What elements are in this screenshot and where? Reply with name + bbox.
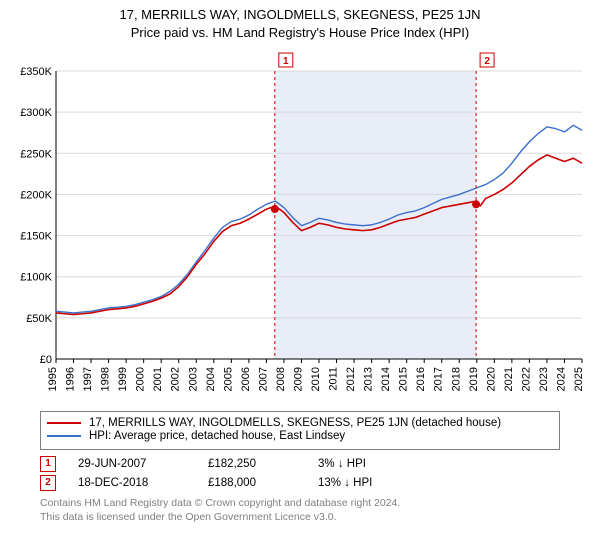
chart-title-sub: Price paid vs. HM Land Registry's House … [0, 24, 600, 42]
svg-text:2007: 2007 [257, 367, 269, 391]
svg-text:2: 2 [484, 56, 490, 67]
sale-marker-2: 2 [40, 475, 56, 491]
svg-text:2024: 2024 [555, 367, 567, 391]
table-row: 2 18-DEC-2018 £188,000 13% ↓ HPI [40, 475, 560, 491]
svg-text:1997: 1997 [82, 367, 94, 391]
legend-swatch-blue [47, 435, 81, 437]
svg-text:2001: 2001 [152, 367, 164, 391]
svg-text:2006: 2006 [240, 367, 252, 391]
svg-text:2022: 2022 [520, 367, 532, 391]
legend: 17, MERRILLS WAY, INGOLDMELLS, SKEGNESS,… [40, 411, 560, 450]
svg-text:£350K: £350K [20, 66, 52, 78]
svg-text:1999: 1999 [117, 367, 129, 391]
svg-text:2021: 2021 [503, 367, 515, 391]
svg-text:1998: 1998 [100, 367, 112, 391]
svg-text:£150K: £150K [20, 231, 52, 243]
chart-container: £0 £50K £100K £150K £200K £250K £300K £350K 1995… [10, 47, 590, 407]
svg-text:2008: 2008 [275, 367, 287, 391]
sales-table: 1 29-JUN-2007 £182,250 3% ↓ HPI 2 18-DEC… [40, 456, 560, 491]
footer: Contains HM Land Registry data © Crown c… [40, 497, 560, 524]
svg-text:£50K: £50K [26, 313, 52, 325]
svg-text:£250K: £250K [20, 148, 52, 160]
legend-row-blue: HPI: Average price, detached house, East… [47, 430, 553, 442]
sale-delta: 13% ↓ HPI [318, 477, 438, 489]
svg-text:2000: 2000 [135, 367, 147, 391]
legend-label-red: 17, MERRILLS WAY, INGOLDMELLS, SKEGNESS,… [89, 417, 501, 429]
svg-text:2005: 2005 [222, 367, 234, 391]
svg-text:1: 1 [283, 56, 289, 67]
sale-price: £188,000 [208, 477, 318, 489]
svg-text:£300K: £300K [20, 107, 52, 119]
sale-date: 18-DEC-2018 [78, 477, 208, 489]
table-row: 1 29-JUN-2007 £182,250 3% ↓ HPI [40, 456, 560, 472]
footer-line-2: This data is licensed under the Open Gov… [40, 511, 560, 525]
svg-text:2016: 2016 [415, 367, 427, 391]
svg-text:2023: 2023 [538, 367, 550, 391]
sale-date: 29-JUN-2007 [78, 458, 208, 470]
sale-price: £182,250 [208, 458, 318, 470]
svg-text:2004: 2004 [205, 367, 217, 391]
svg-text:1995: 1995 [47, 367, 59, 391]
svg-text:2003: 2003 [187, 367, 199, 391]
svg-text:2012: 2012 [345, 367, 357, 391]
legend-row-red: 17, MERRILLS WAY, INGOLDMELLS, SKEGNESS,… [47, 417, 553, 429]
svg-text:2019: 2019 [468, 367, 480, 391]
svg-text:2013: 2013 [363, 367, 375, 391]
svg-text:2020: 2020 [485, 367, 497, 391]
svg-text:2010: 2010 [310, 367, 322, 391]
svg-text:2018: 2018 [450, 367, 462, 391]
legend-label-blue: HPI: Average price, detached house, East… [89, 430, 345, 442]
sale-marker-1: 1 [40, 456, 56, 472]
svg-text:2014: 2014 [380, 367, 392, 391]
svg-text:£200K: £200K [20, 190, 52, 202]
line-chart: £0 £50K £100K £150K £200K £250K £300K £350K 1995… [10, 47, 590, 407]
chart-title-address: 17, MERRILLS WAY, INGOLDMELLS, SKEGNESS,… [0, 0, 600, 24]
svg-text:2002: 2002 [170, 367, 182, 391]
svg-text:2025: 2025 [573, 367, 585, 391]
svg-text:2009: 2009 [292, 367, 304, 391]
svg-text:1996: 1996 [65, 367, 77, 391]
svg-text:£0: £0 [40, 354, 52, 366]
svg-text:2015: 2015 [398, 367, 410, 391]
sale-delta: 3% ↓ HPI [318, 458, 438, 470]
svg-text:£100K: £100K [20, 272, 52, 284]
footer-line-1: Contains HM Land Registry data © Crown c… [40, 497, 560, 511]
svg-text:2011: 2011 [328, 367, 340, 391]
legend-swatch-red [47, 422, 81, 424]
svg-text:2017: 2017 [433, 367, 445, 391]
